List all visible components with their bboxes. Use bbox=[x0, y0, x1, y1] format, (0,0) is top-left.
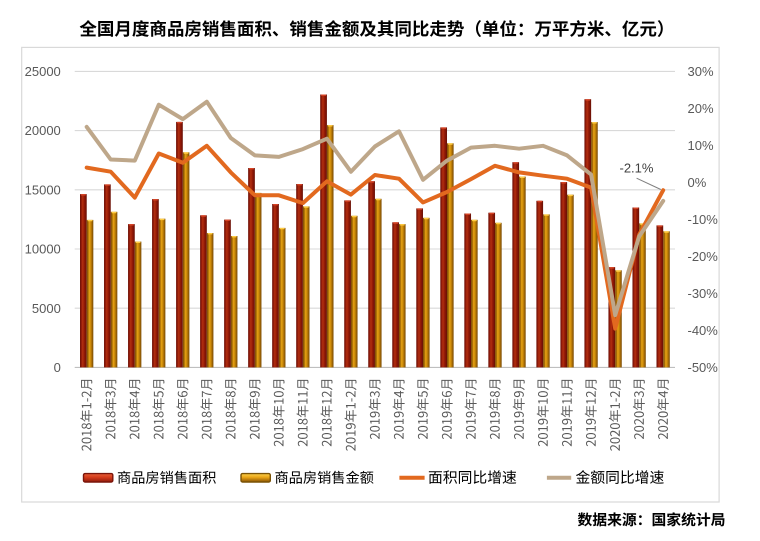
svg-text:5000: 5000 bbox=[32, 301, 61, 316]
svg-text:-10%: -10% bbox=[688, 212, 719, 227]
svg-text:-2.1%: -2.1% bbox=[620, 161, 654, 176]
svg-text:10%: 10% bbox=[688, 138, 714, 153]
svg-text:30%: 30% bbox=[688, 64, 714, 79]
svg-text:25000: 25000 bbox=[25, 64, 61, 79]
svg-text:10000: 10000 bbox=[25, 242, 61, 257]
svg-text:-30%: -30% bbox=[688, 286, 719, 301]
svg-text:0: 0 bbox=[54, 360, 61, 375]
svg-text:-40%: -40% bbox=[688, 323, 719, 338]
svg-text:20000: 20000 bbox=[25, 123, 61, 138]
svg-text:-50%: -50% bbox=[688, 360, 719, 375]
svg-text:-20%: -20% bbox=[688, 249, 719, 264]
svg-text:0%: 0% bbox=[688, 175, 707, 190]
svg-text:15000: 15000 bbox=[25, 182, 61, 197]
svg-text:20%: 20% bbox=[688, 101, 714, 116]
